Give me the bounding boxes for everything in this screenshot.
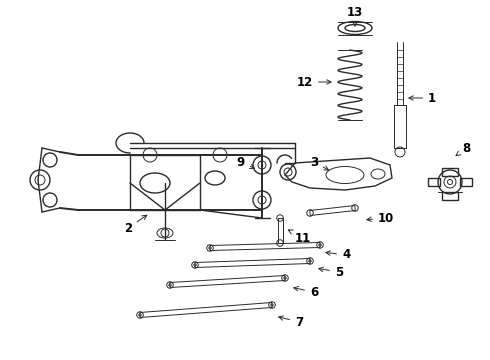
Text: 2: 2 [124,215,147,234]
Text: 8: 8 [456,141,470,156]
Text: 5: 5 [319,266,343,279]
Text: 9: 9 [237,156,254,168]
Text: 11: 11 [289,230,311,244]
Text: 7: 7 [279,315,303,328]
Text: 6: 6 [294,285,318,298]
Text: 4: 4 [326,248,350,261]
Text: 10: 10 [367,212,394,225]
Text: 12: 12 [297,76,331,89]
Text: 13: 13 [347,5,363,26]
Text: 1: 1 [409,91,436,104]
Text: 3: 3 [310,156,329,170]
